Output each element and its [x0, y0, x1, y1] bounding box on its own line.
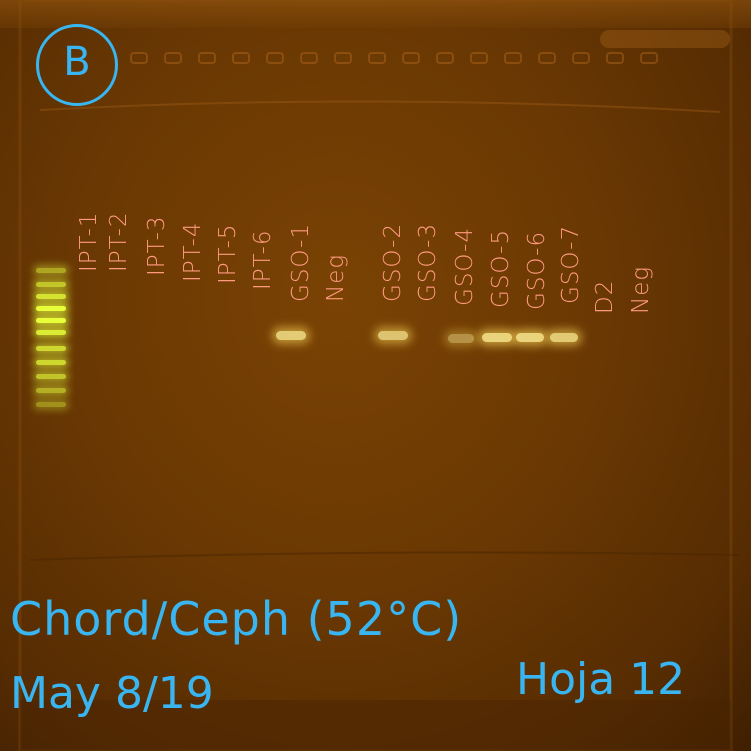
- ladder-band: [36, 282, 66, 287]
- ladder-band: [36, 268, 66, 273]
- lane-label: IPT-1: [76, 211, 102, 272]
- pcr-band: [378, 331, 408, 340]
- lane-label: GSO-3: [415, 222, 441, 302]
- ladder-band: [36, 294, 66, 299]
- gel-date: May 8/19: [10, 668, 214, 719]
- ladder-band: [36, 360, 66, 365]
- lane-label: GSO-4: [452, 226, 478, 306]
- sample-wells: [130, 52, 730, 66]
- well: [606, 52, 624, 64]
- well: [470, 52, 488, 64]
- ladder-band: [36, 330, 66, 335]
- ladder-band: [36, 374, 66, 379]
- sheet-number: Hoja 12: [516, 654, 686, 705]
- pcr-band: [482, 333, 512, 342]
- well: [504, 52, 522, 64]
- ladder-band: [36, 388, 66, 393]
- pcr-band: [550, 333, 578, 342]
- lane-label: GSO-2: [380, 222, 406, 302]
- pcr-band: [276, 331, 306, 340]
- lane-label: IPT-4: [180, 221, 206, 282]
- lane-label: Neg: [323, 253, 349, 302]
- ladder-band: [36, 346, 66, 351]
- well: [232, 52, 250, 64]
- well: [368, 52, 386, 64]
- lane-label: IPT-6: [250, 229, 276, 290]
- lane-label: GSO-1: [288, 222, 314, 302]
- well: [164, 52, 182, 64]
- well: [402, 52, 420, 64]
- ladder-band: [36, 306, 66, 311]
- well: [334, 52, 352, 64]
- well: [198, 52, 216, 64]
- well: [130, 52, 148, 64]
- lane-label: GSO-7: [558, 224, 584, 304]
- lane-label: Neg: [628, 265, 654, 314]
- gel-title: Chord/Ceph (52°C): [10, 592, 463, 646]
- pcr-band: [516, 333, 544, 342]
- lane-label: IPT-3: [144, 215, 170, 276]
- well: [538, 52, 556, 64]
- well: [436, 52, 454, 64]
- lane-label: GSO-6: [524, 230, 550, 310]
- well: [300, 52, 318, 64]
- well: [572, 52, 590, 64]
- panel-label: B: [36, 24, 118, 106]
- lane-label: D2: [592, 279, 618, 314]
- ladder-band: [36, 318, 66, 323]
- well: [640, 52, 658, 64]
- pcr-band: [448, 334, 474, 343]
- lane-label: IPT-5: [215, 223, 241, 284]
- well: [266, 52, 284, 64]
- lane-label: GSO-5: [488, 228, 514, 308]
- dna-ladder: [36, 268, 68, 418]
- ladder-band: [36, 402, 66, 407]
- panel-letter: B: [63, 39, 91, 85]
- lane-label: IPT-2: [106, 211, 132, 272]
